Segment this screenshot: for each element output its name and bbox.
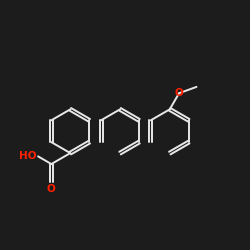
Text: O: O <box>175 88 184 98</box>
Text: O: O <box>47 184 56 194</box>
Text: HO: HO <box>19 151 37 161</box>
